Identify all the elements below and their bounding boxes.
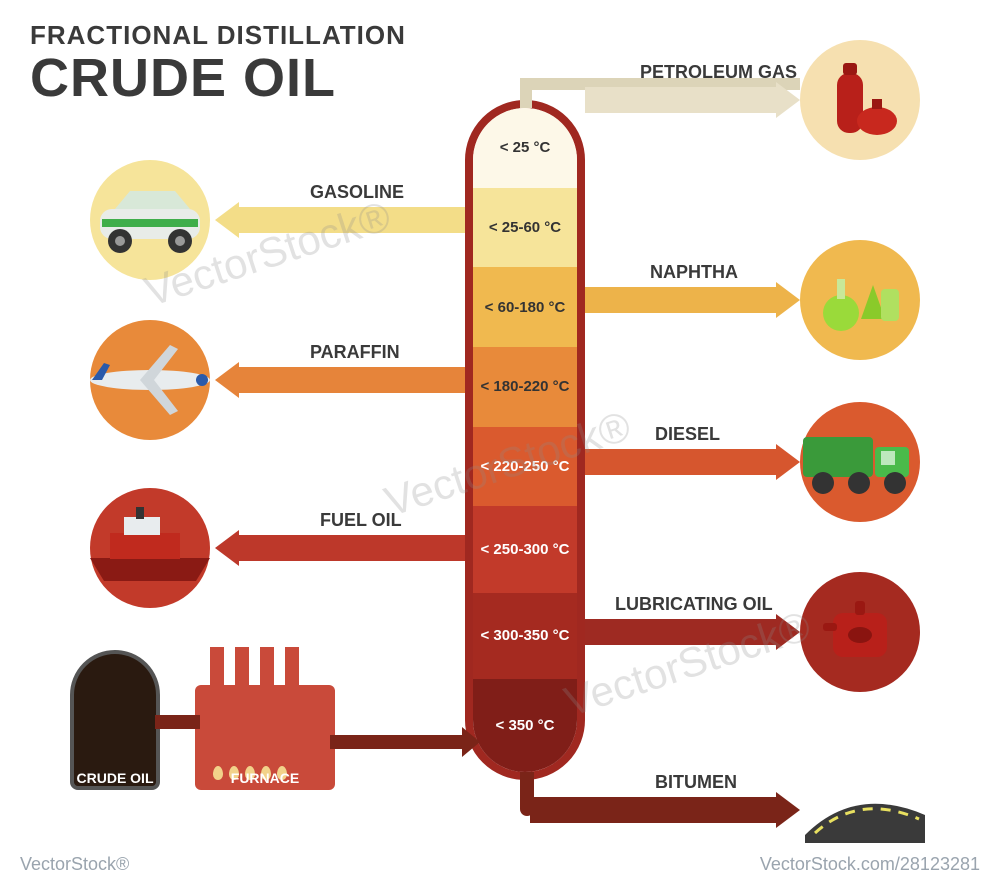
gas-cylinder-icon — [800, 40, 920, 160]
fraction-arrow — [585, 87, 800, 113]
car-icon — [90, 160, 210, 280]
footer-left: VectorStock® — [20, 854, 129, 875]
temperature-band: < 300-350 °C — [473, 593, 577, 679]
furnace-label: FURNACE — [195, 770, 335, 786]
temperature-band: < 25 °C — [473, 108, 577, 188]
fraction-arrow — [215, 535, 465, 561]
flasks-icon — [800, 240, 920, 360]
fraction-label: PARAFFIN — [310, 342, 400, 363]
airplane-icon — [90, 320, 210, 440]
title-block: FRACTIONAL DISTILLATION CRUDE OIL — [30, 20, 406, 105]
oil-can-icon — [800, 572, 920, 692]
fraction-label: DIESEL — [655, 424, 720, 445]
fraction-label: NAPHTHA — [650, 262, 738, 283]
fraction-label: PETROLEUM GAS — [640, 62, 797, 83]
ship-icon — [90, 488, 210, 608]
road-icon — [800, 750, 920, 870]
temperature-band: < 350 °C — [473, 679, 577, 772]
distillation-column: < 25 °C< 25-60 °C< 60-180 °C< 180-220 °C… — [465, 100, 585, 780]
fraction-arrow — [215, 207, 465, 233]
truck-icon — [800, 402, 920, 522]
feed-pipe-2 — [330, 735, 470, 749]
crude-oil-label: CRUDE OIL — [70, 770, 160, 786]
temperature-band: < 180-220 °C — [473, 347, 577, 427]
fraction-arrow — [585, 449, 800, 475]
fraction-label: BITUMEN — [655, 772, 737, 793]
footer-right: VectorStock.com/28123281 — [760, 854, 980, 875]
feed-pipe-arrowhead — [462, 727, 480, 757]
fraction-label: GASOLINE — [310, 182, 404, 203]
subtitle: FRACTIONAL DISTILLATION — [30, 20, 406, 51]
temperature-band: < 220-250 °C — [473, 427, 577, 507]
fraction-arrow — [585, 619, 800, 645]
fraction-arrow — [530, 797, 800, 823]
crude-oil-tank — [70, 650, 160, 790]
fraction-label: FUEL OIL — [320, 510, 402, 531]
fraction-arrow — [585, 287, 800, 313]
temperature-band: < 250-300 °C — [473, 506, 577, 592]
fraction-arrow — [215, 367, 465, 393]
fraction-label: LUBRICATING OIL — [615, 594, 773, 615]
feed-pipe-1 — [155, 715, 200, 729]
temperature-band: < 25-60 °C — [473, 188, 577, 268]
temperature-band: < 60-180 °C — [473, 267, 577, 347]
main-title: CRUDE OIL — [30, 51, 406, 105]
